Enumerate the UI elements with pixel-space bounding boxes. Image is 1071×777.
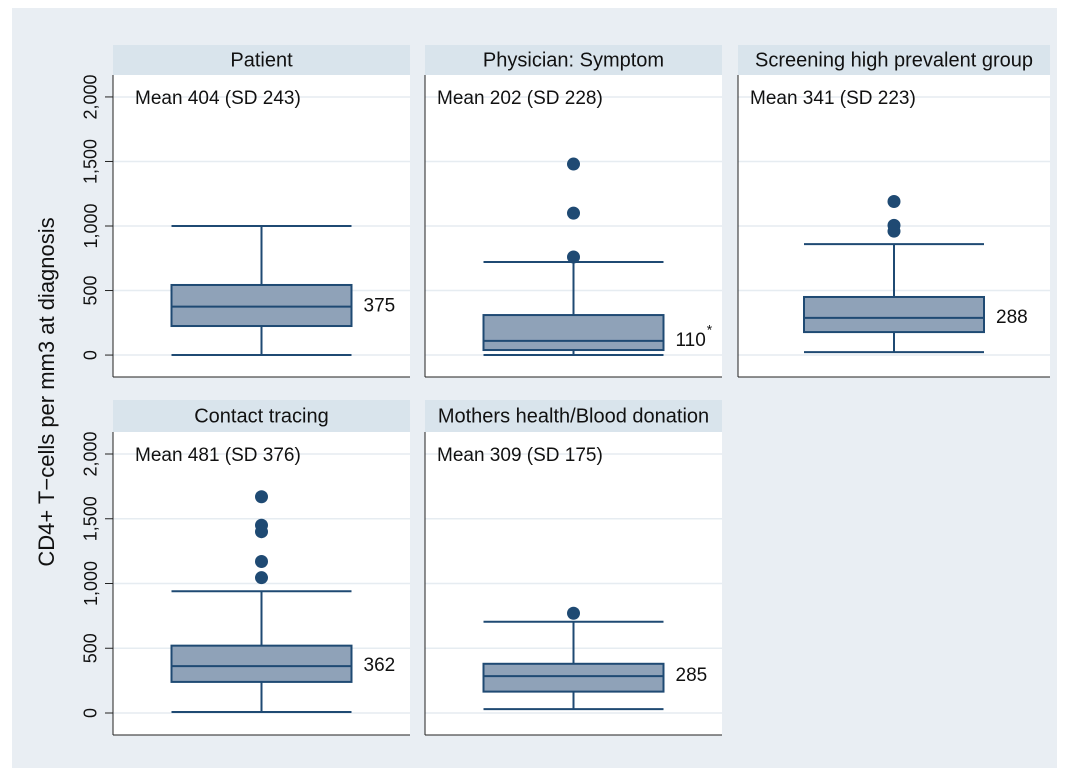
outlier: [255, 571, 268, 585]
y-tick-label: 500: [81, 276, 101, 306]
panel-title: Screening high prevalent group: [755, 49, 1033, 71]
y-tick-label: 2,000: [81, 74, 101, 119]
y-axis-label: CD4+ T−cells per mm3 at diagnosis: [34, 217, 59, 566]
median-label: 362: [364, 655, 396, 676]
outlier: [255, 490, 268, 504]
y-tick-label: 0: [81, 350, 101, 360]
median-label: 110: [676, 330, 706, 351]
outlier: [255, 554, 268, 568]
strip: [425, 45, 722, 75]
median-label: 285: [676, 665, 708, 686]
panel-title: Patient: [230, 49, 293, 71]
y-tick-label: 1,500: [81, 139, 101, 184]
mean-annotation: Mean 341 (SD 223): [750, 88, 916, 109]
y-tick-label: 2,000: [81, 431, 101, 476]
y-tick-label: 1,500: [81, 496, 101, 541]
y-tick-label: 1,000: [81, 203, 101, 248]
y-tick-label: 1,000: [81, 561, 101, 606]
y-tick-label: 500: [81, 633, 101, 663]
box: [170, 283, 353, 328]
outlier: [887, 224, 901, 238]
box: [170, 644, 353, 683]
median-footnote-mark: *: [707, 322, 713, 338]
strip: [425, 400, 722, 432]
box: [482, 314, 665, 352]
median-label: 375: [364, 296, 396, 317]
mean-annotation: Mean 481 (SD 376): [135, 445, 301, 466]
strip: [113, 400, 410, 432]
median-label: 288: [996, 307, 1028, 328]
panel-title: Mothers health/Blood donation: [438, 405, 709, 427]
box: [803, 295, 985, 334]
strip: [738, 45, 1050, 75]
outlier: [567, 157, 580, 171]
strip: [113, 45, 410, 75]
panel-title: Physician: Symptom: [483, 49, 664, 71]
outlier: [567, 206, 580, 220]
mean-annotation: Mean 202 (SD 228): [437, 88, 603, 109]
outlier: [255, 525, 268, 539]
box: [482, 662, 665, 693]
outlier: [567, 606, 580, 620]
panel-title: Contact tracing: [194, 405, 329, 427]
outlier: [567, 250, 580, 264]
mean-annotation: Mean 309 (SD 175): [437, 445, 603, 466]
mean-annotation: Mean 404 (SD 243): [135, 88, 301, 109]
y-tick-label: 0: [81, 708, 101, 718]
outlier: [887, 194, 901, 208]
